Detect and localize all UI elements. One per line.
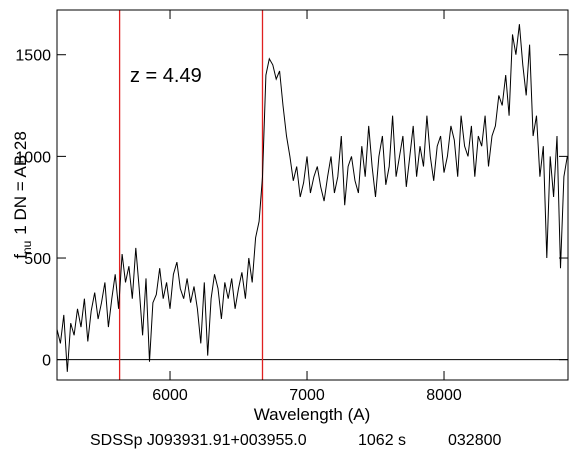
y-axis-label: fnu 1 DN = AB 28 [11,131,34,259]
annotation: z = 4.49 [130,65,202,87]
y-tick-label: 0 [42,353,51,370]
footer-exposure: 1062 s [358,432,406,449]
plot-frame [56,9,569,381]
y-label-main: f [11,254,30,259]
y-label-text: fnu 1 DN = AB 28 [11,131,34,259]
x-axis-label: Wavelength (A) [254,405,371,424]
x-tick-label: 7000 [289,387,325,404]
x-tick-label: 8000 [426,387,462,404]
footer-object: SDSSp J093931.91+003955.0 [90,432,307,449]
y-label-rest: 1 DN = AB 28 [11,131,30,234]
y-tick-label: 1500 [15,48,51,65]
y-label-sub: nu [20,241,34,254]
y-tick-label: 1000 [15,149,51,166]
spectrum-line [56,24,568,372]
x-tick-label: 6000 [152,387,188,404]
footer-id: 032800 [448,432,501,449]
y-tick-label: 500 [24,251,51,268]
